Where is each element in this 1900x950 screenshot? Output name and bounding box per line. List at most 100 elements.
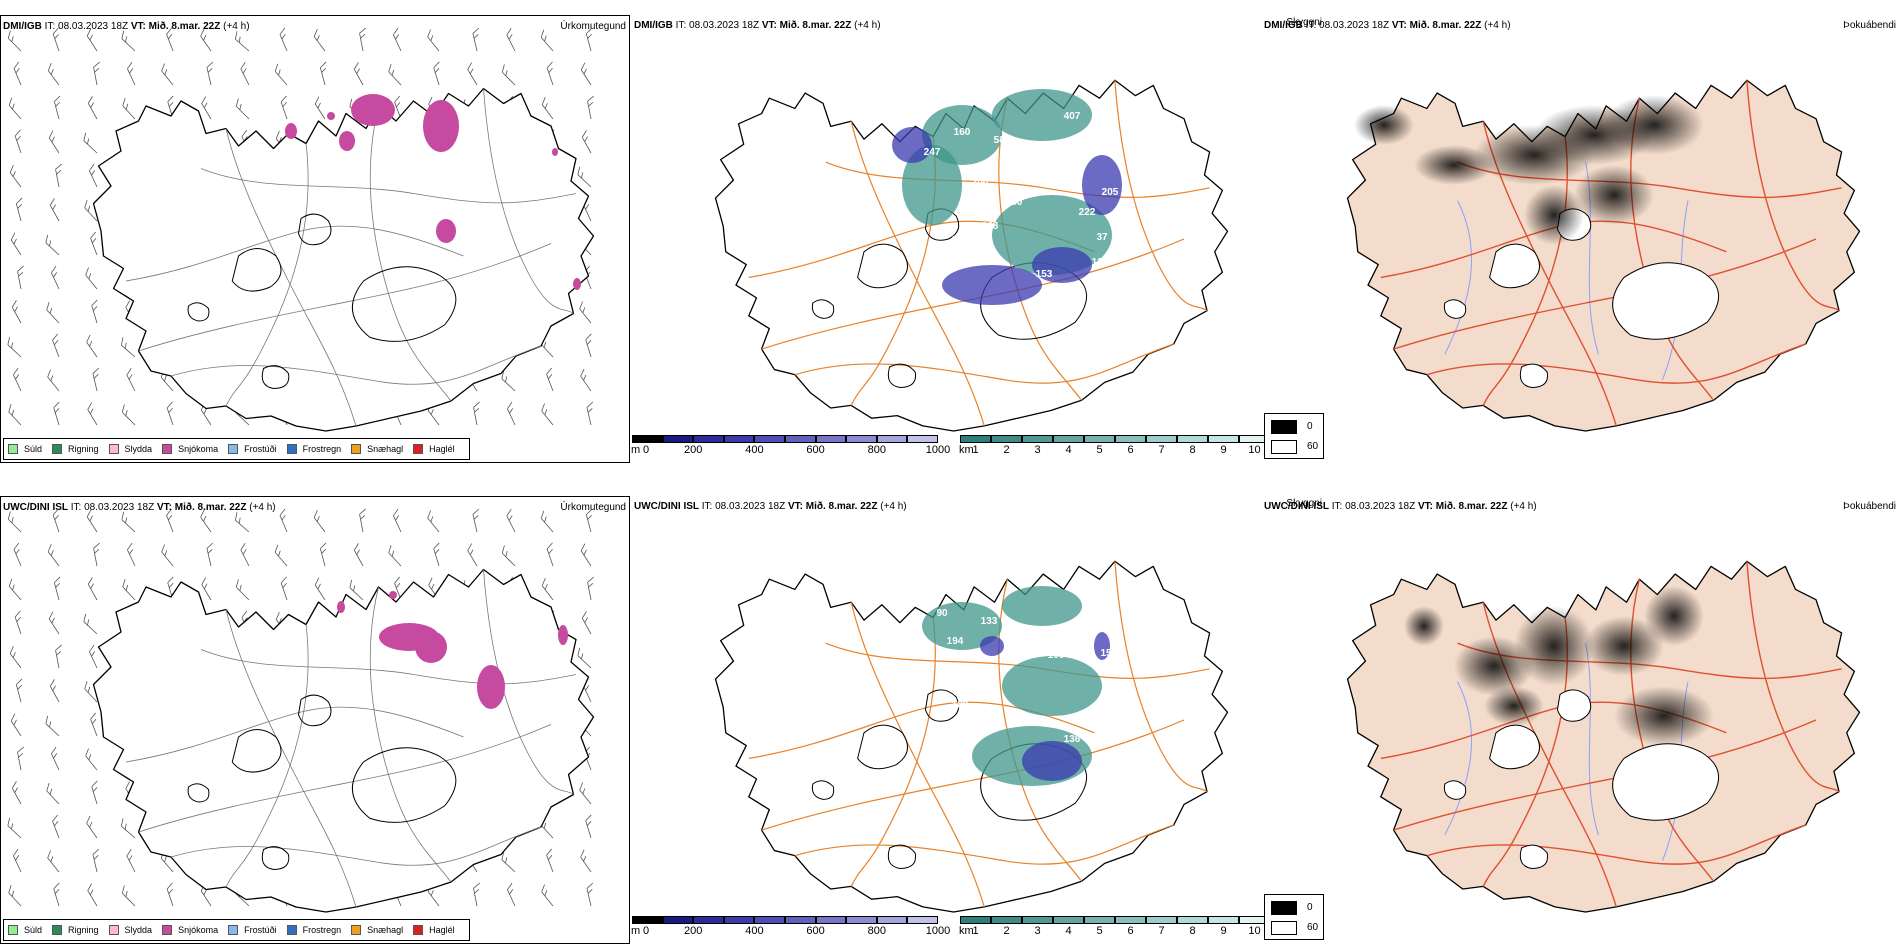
legend-label: Frostúði [244,444,277,454]
colorbar-segment [632,916,663,924]
legend-label: Snæhagl [367,444,404,454]
vt-value: Mið. 8.mar. 22Z [1435,501,1508,512]
low-visibility-area [1094,632,1110,660]
model-name: UWC/DINI ISL [3,502,68,513]
wind-barb [121,30,136,52]
colorbar-segment [991,916,1022,924]
wind-barb [279,27,288,52]
vt-value: Mið. 8.mar. 22Z [779,20,852,31]
colorbar-tick-label: 0 [642,444,650,456]
it-label: IT: [1331,501,1343,512]
wind-barb [53,882,60,907]
colorbar-segment [723,435,755,443]
colorbar-segment [1022,916,1053,924]
road-line [125,225,464,282]
colorbar-segment [662,435,694,443]
wind-barb [52,814,60,839]
road-line [761,719,1185,831]
colorbar-segment [754,916,785,924]
wind-barb [166,508,174,533]
road-line [225,609,357,908]
snow-area [573,278,581,290]
legend-label: Slydda [124,444,153,454]
wind-barb [501,64,516,86]
wind-barb [83,613,98,635]
wind-barb [52,27,60,52]
wind-barb [52,508,60,533]
visibility-value-label: 160 [954,127,971,138]
visibility-value-label: 589 [994,135,1011,146]
fog-area [1574,165,1654,225]
legend-label: Haglél [429,444,455,454]
legend-swatch [351,925,362,935]
legend-item-0: Súld [8,444,42,454]
visibility-value-label: 194 [947,636,964,647]
wind-barb [92,367,100,392]
legend-swatch [52,925,63,935]
low-visibility-area [902,145,962,225]
wind-barb [540,29,554,52]
colorbar-tick-label: 200 [684,444,703,456]
colorbar-tick-label: 4 [1065,444,1072,456]
road-line [1426,343,1806,384]
model-name: DMI/IGB [634,20,673,31]
wind-barb [472,508,480,533]
wind-barb [51,746,60,771]
wind-barb [541,884,554,907]
colorbar-tick-label: 6 [1127,925,1134,937]
wind-barb [585,333,592,358]
legend-item-5: Frostregn [286,925,341,935]
fog-map [1346,79,1861,432]
colorbar-segment [1208,435,1239,443]
wind-barb [319,542,327,567]
road-line [200,168,577,204]
legend-item-7: Haglél [413,925,455,935]
wind-barb [166,401,174,426]
visibility-colorbar-km: km 1 2 3 4 5 6 7 8 9 10 [959,435,1270,456]
legend-swatch [8,444,18,454]
wind-barb [89,644,98,669]
colorbar-segment [1084,435,1115,443]
snow-area [558,625,568,645]
wind-barb [577,166,592,188]
low-visibility-area [1002,656,1102,716]
fog-legend-label: 0 [1307,421,1313,432]
colorbar-tick-label: 5 [1096,925,1103,937]
visibility-value-label: 222 [1079,207,1096,218]
colorbar-segment [1053,916,1084,924]
glacier-outline [1489,243,1540,289]
visibility-panel-row1: DMI/IGB IT: 08.03.2023 18Z VT: Mið. 8.ma… [631,15,1322,463]
colorbar-segment [1146,916,1177,924]
legend-item-5: Frostregn [286,444,341,454]
colorbar-unit: m [631,925,641,937]
colorbar-tick-label: 7 [1158,925,1165,937]
wind-barb [580,849,592,873]
panel-title: Skyggni [1286,498,1322,509]
colorbar-tick-label: 10 [1248,444,1261,456]
panel-header: UWC/DINI ISL IT: 08.03.2023 18Z VT: Mið.… [634,501,907,512]
wind-barb [353,62,364,86]
fog-area [1604,95,1704,155]
wind-barb [501,851,516,873]
wind-barb [49,198,60,222]
wind-barb [313,29,326,52]
panel-header: DMI/IGB IT: 08.03.2023 18Z VT: Mið. 8.ma… [634,20,881,31]
wind-barb [53,576,61,601]
wind-barb [45,234,60,256]
wind-barb [353,543,364,567]
it-value: 08.03.2023 18Z [1319,20,1390,31]
wind-barb [86,509,98,533]
colorbar-segment [754,435,785,443]
glacier-outline [857,724,908,770]
legend-label: Snjókoma [178,925,219,935]
colorbar-tick-label: 600 [806,444,825,456]
colorbar-unit: m [631,444,641,456]
colorbar-tick-label: 1 [972,925,979,937]
colorbar-segment [1177,916,1208,924]
wind-barb [507,882,516,907]
colorbar-segment [693,435,724,443]
it-value: 08.03.2023 18Z [689,20,760,31]
precip-type-legend: Súld Rigning Slydda Snjókoma Frostúði Frostre… [3,438,470,460]
colorbar-tick-label: 800 [867,444,886,456]
wind-barb [90,231,98,256]
